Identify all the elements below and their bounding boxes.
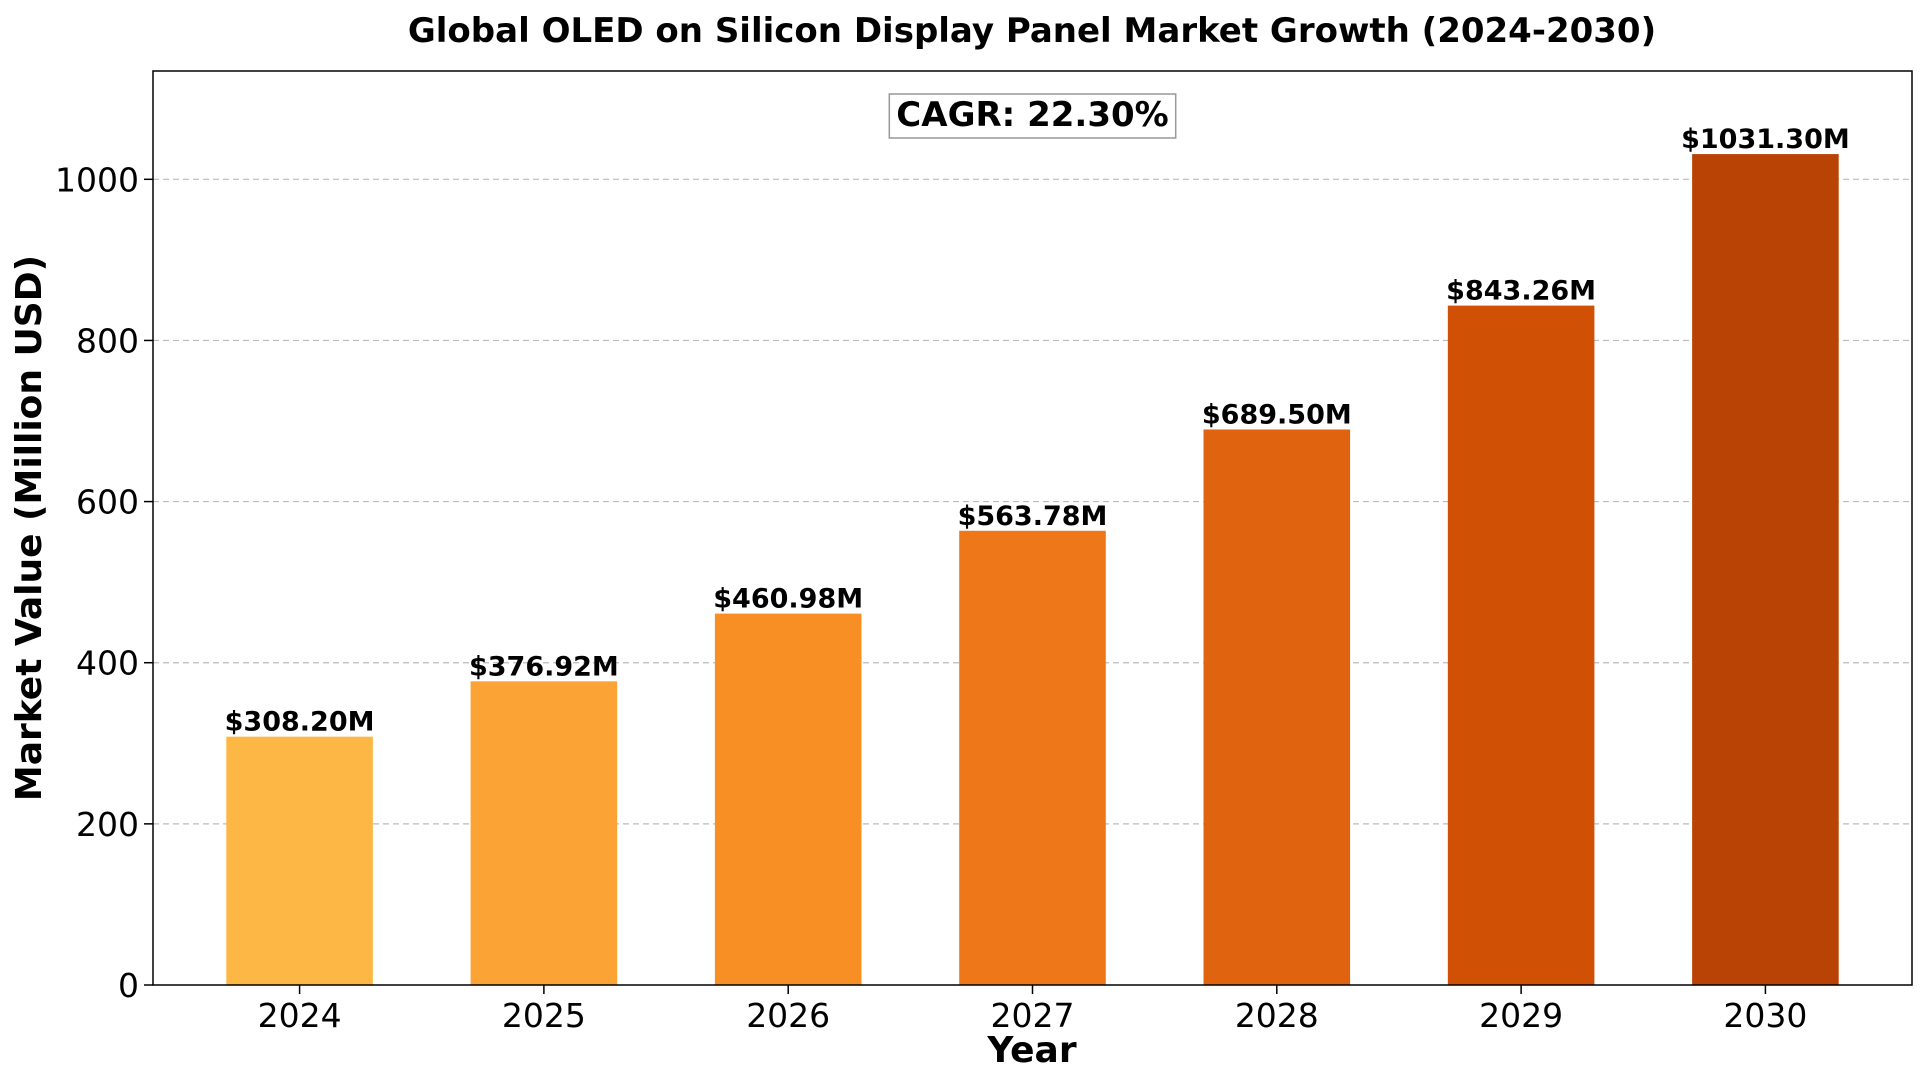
bar-value-label: $376.92M bbox=[469, 651, 619, 682]
y-axis-ticks: 0 200 400 600 800 1000 bbox=[55, 160, 153, 1005]
annotation-text: CAGR: 22.30% bbox=[896, 95, 1168, 135]
x-axis-label: Year bbox=[986, 1030, 1076, 1071]
x-axis-ticks: 2024 2025 2026 2027 2028 2029 2030 bbox=[258, 985, 1807, 1035]
cagr-annotation: CAGR: 22.30% bbox=[888, 93, 1177, 139]
annotation-box bbox=[888, 93, 1177, 139]
bar bbox=[1203, 429, 1351, 985]
bar-value-label: $1031.30M bbox=[1681, 124, 1850, 155]
y-tick-label: 800 bbox=[76, 321, 139, 360]
bar-value-label: $843.26M bbox=[1446, 276, 1596, 307]
x-tick-label: 2025 bbox=[502, 996, 586, 1035]
data-labels: $308.20M $376.92M $460.98M $563.78M $689.50M… bbox=[225, 124, 1850, 738]
x-tick-label: 2027 bbox=[991, 996, 1075, 1035]
x-tick-label: 2026 bbox=[746, 996, 830, 1035]
x-tick-label: 2024 bbox=[258, 996, 342, 1035]
gridlines bbox=[153, 178, 1912, 825]
x-tick-label: 2028 bbox=[1235, 996, 1319, 1035]
y-tick-label: 0 bbox=[118, 966, 139, 1005]
bar bbox=[1692, 154, 1839, 985]
y-tick-label: 600 bbox=[76, 483, 139, 522]
y-axis-label: Market Value (Million USD) bbox=[9, 255, 50, 801]
bar bbox=[1447, 305, 1595, 986]
bar bbox=[470, 681, 618, 985]
y-tick-label: 400 bbox=[76, 644, 139, 683]
bar bbox=[226, 736, 373, 985]
y-tick-label: 200 bbox=[76, 805, 139, 844]
x-tick-label: 2030 bbox=[1723, 996, 1807, 1035]
bar-value-label: $563.78M bbox=[958, 501, 1108, 532]
y-tick-label: 1000 bbox=[55, 160, 139, 199]
bars bbox=[226, 154, 1839, 986]
chart-title: Global OLED on Silicon Display Panel Mar… bbox=[408, 11, 1656, 51]
x-tick-label: 2029 bbox=[1479, 996, 1563, 1035]
bar-value-label: $460.98M bbox=[713, 584, 863, 615]
bar bbox=[959, 530, 1106, 985]
bar-value-label: $308.20M bbox=[225, 707, 375, 738]
bar-value-label: $689.50M bbox=[1202, 399, 1352, 430]
bar bbox=[714, 613, 862, 985]
